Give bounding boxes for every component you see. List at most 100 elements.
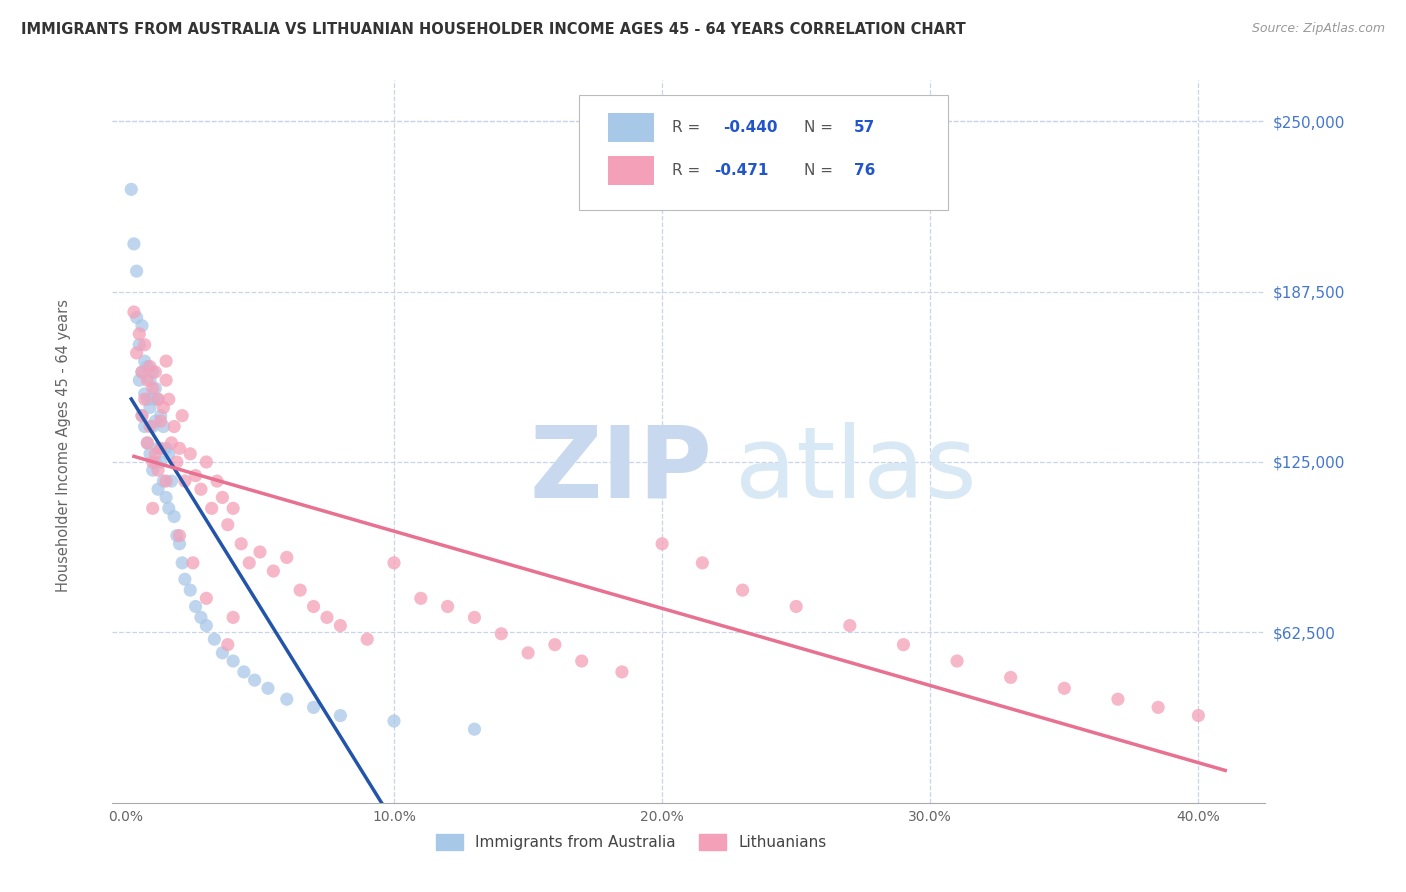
Point <box>160 474 183 488</box>
Point <box>190 482 212 496</box>
Point <box>131 365 153 379</box>
Point <box>155 474 177 488</box>
Point <box>195 455 218 469</box>
Point <box>149 455 172 469</box>
Point <box>651 537 673 551</box>
Point <box>142 455 165 469</box>
Point <box>134 392 156 407</box>
Point <box>139 401 162 415</box>
Point <box>217 638 239 652</box>
Point <box>463 610 485 624</box>
Point <box>152 401 174 415</box>
Point <box>142 392 165 407</box>
Point <box>149 409 172 423</box>
Point <box>139 419 162 434</box>
Point <box>946 654 969 668</box>
Point <box>157 392 180 407</box>
Point <box>491 626 513 640</box>
Point <box>149 414 172 428</box>
Point <box>329 618 352 632</box>
Point <box>142 365 165 379</box>
Point <box>1187 708 1209 723</box>
Text: R =: R = <box>672 163 704 178</box>
Point <box>134 387 156 401</box>
Point <box>238 556 260 570</box>
Point <box>145 447 167 461</box>
Point <box>146 463 169 477</box>
Point <box>571 654 593 668</box>
Bar <box>609 112 654 142</box>
Text: atlas: atlas <box>735 422 977 519</box>
Point <box>169 442 191 456</box>
Point <box>517 646 540 660</box>
Point <box>145 455 167 469</box>
Point <box>222 501 245 516</box>
Point <box>122 236 145 251</box>
Text: -0.471: -0.471 <box>714 163 769 178</box>
Point <box>139 373 162 387</box>
Point <box>160 436 183 450</box>
Point <box>382 714 405 728</box>
Point <box>222 610 245 624</box>
Point <box>131 365 153 379</box>
Text: Source: ZipAtlas.com: Source: ZipAtlas.com <box>1251 22 1385 36</box>
Point <box>157 501 180 516</box>
Point <box>136 373 159 387</box>
Point <box>184 468 207 483</box>
Bar <box>609 156 654 185</box>
Point <box>142 381 165 395</box>
Point <box>145 365 167 379</box>
Point <box>202 632 225 647</box>
Text: 76: 76 <box>853 163 875 178</box>
Point <box>262 564 284 578</box>
Point <box>169 528 191 542</box>
Point <box>302 599 325 614</box>
Point <box>155 491 177 505</box>
Point <box>134 419 156 434</box>
Point <box>120 182 142 196</box>
Point <box>1147 700 1170 714</box>
Text: N =: N = <box>804 120 838 135</box>
Point <box>136 436 159 450</box>
Point <box>179 583 201 598</box>
Point <box>302 700 325 714</box>
Point <box>316 610 339 624</box>
Point <box>544 638 567 652</box>
Point <box>217 517 239 532</box>
Point <box>257 681 280 696</box>
Point <box>163 509 186 524</box>
Point <box>131 409 153 423</box>
Text: ZIP: ZIP <box>529 422 711 519</box>
Point <box>211 646 233 660</box>
Point <box>276 550 298 565</box>
Legend: Immigrants from Australia, Lithuanians: Immigrants from Australia, Lithuanians <box>430 829 832 856</box>
Text: 57: 57 <box>853 120 875 135</box>
Point <box>1000 670 1022 684</box>
Point <box>249 545 271 559</box>
Point <box>195 618 218 632</box>
Point <box>201 501 224 516</box>
Text: -0.440: -0.440 <box>724 120 778 135</box>
Point <box>128 373 150 387</box>
Point <box>146 392 169 407</box>
Point <box>134 337 156 351</box>
Point <box>146 482 169 496</box>
Point <box>157 447 180 461</box>
Point <box>356 632 378 647</box>
Point <box>276 692 298 706</box>
Point <box>409 591 432 606</box>
Point <box>785 599 807 614</box>
Text: Householder Income Ages 45 - 64 years: Householder Income Ages 45 - 64 years <box>56 300 70 592</box>
Point <box>172 409 194 423</box>
Point <box>145 381 167 395</box>
Point <box>152 474 174 488</box>
Point <box>205 474 228 488</box>
Point <box>169 537 191 551</box>
Point <box>155 354 177 368</box>
Point <box>149 442 172 456</box>
Point <box>136 392 159 407</box>
Point <box>146 442 169 456</box>
Point <box>166 528 188 542</box>
Point <box>610 665 633 679</box>
Text: IMMIGRANTS FROM AUSTRALIA VS LITHUANIAN HOUSEHOLDER INCOME AGES 45 - 64 YEARS CO: IMMIGRANTS FROM AUSTRALIA VS LITHUANIAN … <box>21 22 966 37</box>
